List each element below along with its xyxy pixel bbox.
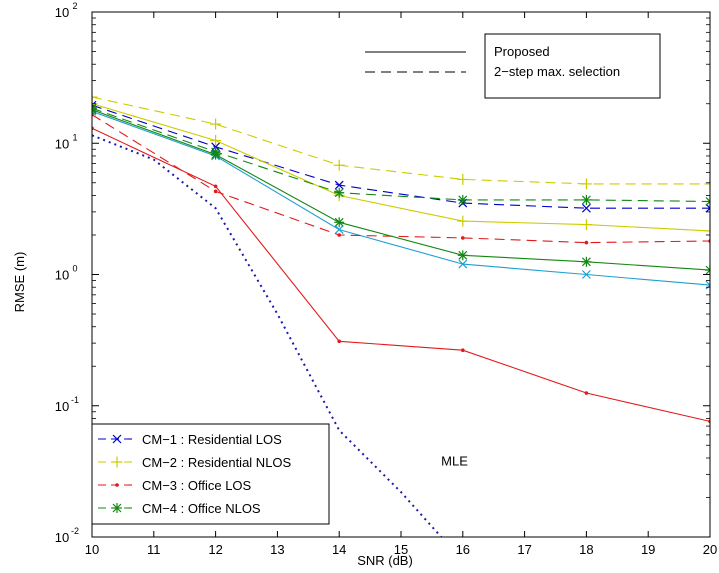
series-line [92,109,710,271]
y-tick-label: 10 [55,5,69,20]
y-tick-exponent: 1 [72,132,77,142]
style-legend-label: 2−step max. selection [494,64,620,79]
legend-label: CM−1 : Residential LOS [142,432,282,447]
series-3 [92,91,710,190]
series-line [92,127,710,422]
legend-marker [115,483,119,487]
data-point [704,225,710,237]
x-tick-label: 18 [579,542,593,557]
series-7 [92,103,710,207]
series-layer [92,91,710,537]
x-tick-label: 16 [456,542,470,557]
data-point [461,348,465,352]
x-tick-label: 17 [517,542,531,557]
data-point [457,250,468,261]
legend-label: CM−2 : Residential NLOS [142,455,292,470]
style-legend-box [484,33,661,99]
legend-marker [111,456,123,468]
legend-marker [112,434,122,444]
data-point [581,256,592,267]
data-point [584,240,589,245]
data-point [210,149,221,160]
legend-label: CM−3 : Office LOS [142,478,252,493]
series-8 [92,104,710,276]
y-tick-label: 10 [55,399,69,414]
data-point [581,194,592,205]
data-point [210,134,222,146]
data-point [581,203,591,213]
legend-entry: CM−4 : Office NLOS [98,501,261,516]
legend-entry: CM−1 : Residential LOS [98,432,282,447]
data-point [334,187,345,198]
y-tick-exponent: -1 [71,395,79,405]
series-line [92,103,710,232]
x-tick-label: 12 [208,542,222,557]
series-9 [92,134,442,537]
x-tick-label: 14 [332,542,346,557]
line-style-legend: Proposed 2−step max. selection [365,33,661,99]
series-4 [92,98,710,237]
series-6 [92,126,710,424]
x-axis-label: SNR (dB) [357,553,413,568]
series-legend-box [91,423,330,525]
style-legend-label: Proposed [494,44,550,59]
series-line [92,114,710,244]
data-point [334,217,345,228]
mle-annotation: MLE [441,454,468,469]
data-point [337,339,342,344]
y-axis-label: RMSE (m) [12,252,27,313]
data-point [705,265,710,276]
data-point [705,196,710,207]
x-tick-label: 20 [703,542,717,557]
data-point [705,203,710,213]
x-tick-label: 13 [270,542,284,557]
data-point [457,194,468,205]
series-line [92,134,442,537]
x-tick-label: 15 [394,542,408,557]
series-line [92,104,710,209]
data-point [704,178,710,190]
data-point [210,118,222,130]
legend-entry: CM−2 : Residential NLOS [98,455,292,470]
data-point [457,215,469,227]
x-tick-label: 10 [85,542,99,557]
series-legend: CM−1 : Residential LOS CM−2 : Residential… [91,423,330,525]
y-tick-exponent: -2 [71,526,79,536]
data-point [580,219,592,231]
data-point [334,180,344,190]
series-line [92,96,710,185]
data-point [213,189,218,194]
data-point [337,233,342,237]
y-tick-exponent: 0 [72,264,77,274]
data-point [580,178,592,190]
y-tick-exponent: 2 [72,1,77,11]
series-5 [92,112,710,245]
data-point [584,391,589,395]
y-tick-label: 10 [55,530,69,545]
legend-marker [112,503,122,513]
series-1 [92,100,710,213]
series-line [92,110,710,286]
data-point [461,236,465,240]
annotation-layer: MLE [441,454,468,469]
data-point [333,159,345,171]
data-point [334,225,344,234]
y-tick-label: 10 [55,268,69,283]
data-point [458,259,468,269]
data-point [213,184,218,189]
data-point [92,104,97,115]
y-tick-label: 10 [55,136,69,151]
data-point [705,280,710,290]
legend-entry: CM−3 : Office LOS [98,478,252,493]
data-point [581,270,591,279]
x-tick-label: 11 [147,542,161,557]
data-point [457,173,469,185]
series-2 [92,106,710,290]
data-point [92,91,98,103]
legend-label: CM−4 : Office NLOS [142,501,261,516]
x-tick-label: 19 [641,542,655,557]
series-line [92,107,710,203]
